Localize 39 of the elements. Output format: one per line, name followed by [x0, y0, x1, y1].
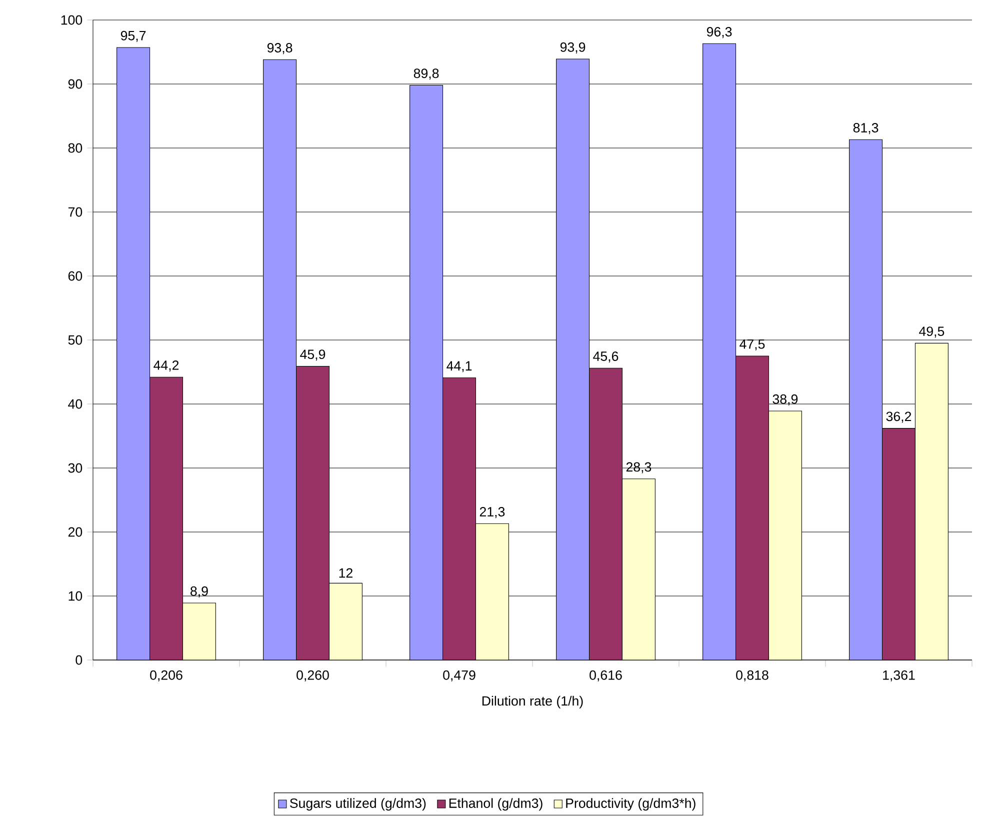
data-label: 36,2 — [886, 412, 912, 423]
data-label: 45,6 — [593, 352, 618, 363]
y-tick-label: 0 — [76, 655, 82, 665]
x-tick-label: 0,206 — [150, 670, 182, 682]
data-label: 44,1 — [446, 361, 472, 372]
y-tick-label: 20 — [68, 527, 82, 537]
y-tick-label: 60 — [68, 271, 82, 281]
data-label: 96,3 — [706, 27, 732, 38]
data-label: 95,7 — [120, 30, 146, 42]
y-tick-label: 50 — [68, 335, 82, 345]
data-label: 49,5 — [919, 326, 944, 338]
x-tick-label: 0,260 — [296, 670, 329, 682]
y-tick-label: 90 — [68, 79, 82, 89]
data-label: 44,2 — [154, 360, 179, 372]
x-axis-title: Dilution rate (1/h) — [482, 696, 583, 708]
legend-label: Sugars utilized (g/dm3) — [290, 798, 426, 811]
data-label: 12 — [339, 568, 352, 578]
data-label: 93,9 — [560, 42, 586, 54]
legend-label: Ethanol (g/dm3) — [449, 798, 542, 811]
x-tick-label: 0,616 — [590, 670, 622, 682]
data-label: 28,3 — [626, 462, 652, 474]
data-label: 38,9 — [772, 394, 798, 406]
y-tick-label: 70 — [68, 207, 82, 217]
data-label: 21,3 — [480, 507, 505, 518]
x-tick-label: 0,479 — [443, 670, 476, 682]
x-tick-label: 0,818 — [736, 670, 768, 682]
data-label: 89,8 — [414, 68, 439, 80]
data-label: 81,3 — [853, 123, 878, 134]
data-label: 93,8 — [267, 43, 292, 54]
data-label: 45,9 — [300, 350, 326, 361]
y-tick-label: 30 — [68, 463, 82, 473]
x-tick-label: 1,361 — [883, 670, 915, 682]
y-tick-label: 10 — [68, 591, 82, 601]
y-tick-label: 40 — [68, 399, 82, 409]
y-tick-label: 100 — [61, 15, 82, 25]
data-label: 47,5 — [740, 340, 765, 350]
data-label: 8,9 — [190, 586, 208, 598]
legend-label: Productivity (g/dm3*h) — [566, 798, 696, 811]
y-tick-label: 80 — [68, 143, 82, 153]
